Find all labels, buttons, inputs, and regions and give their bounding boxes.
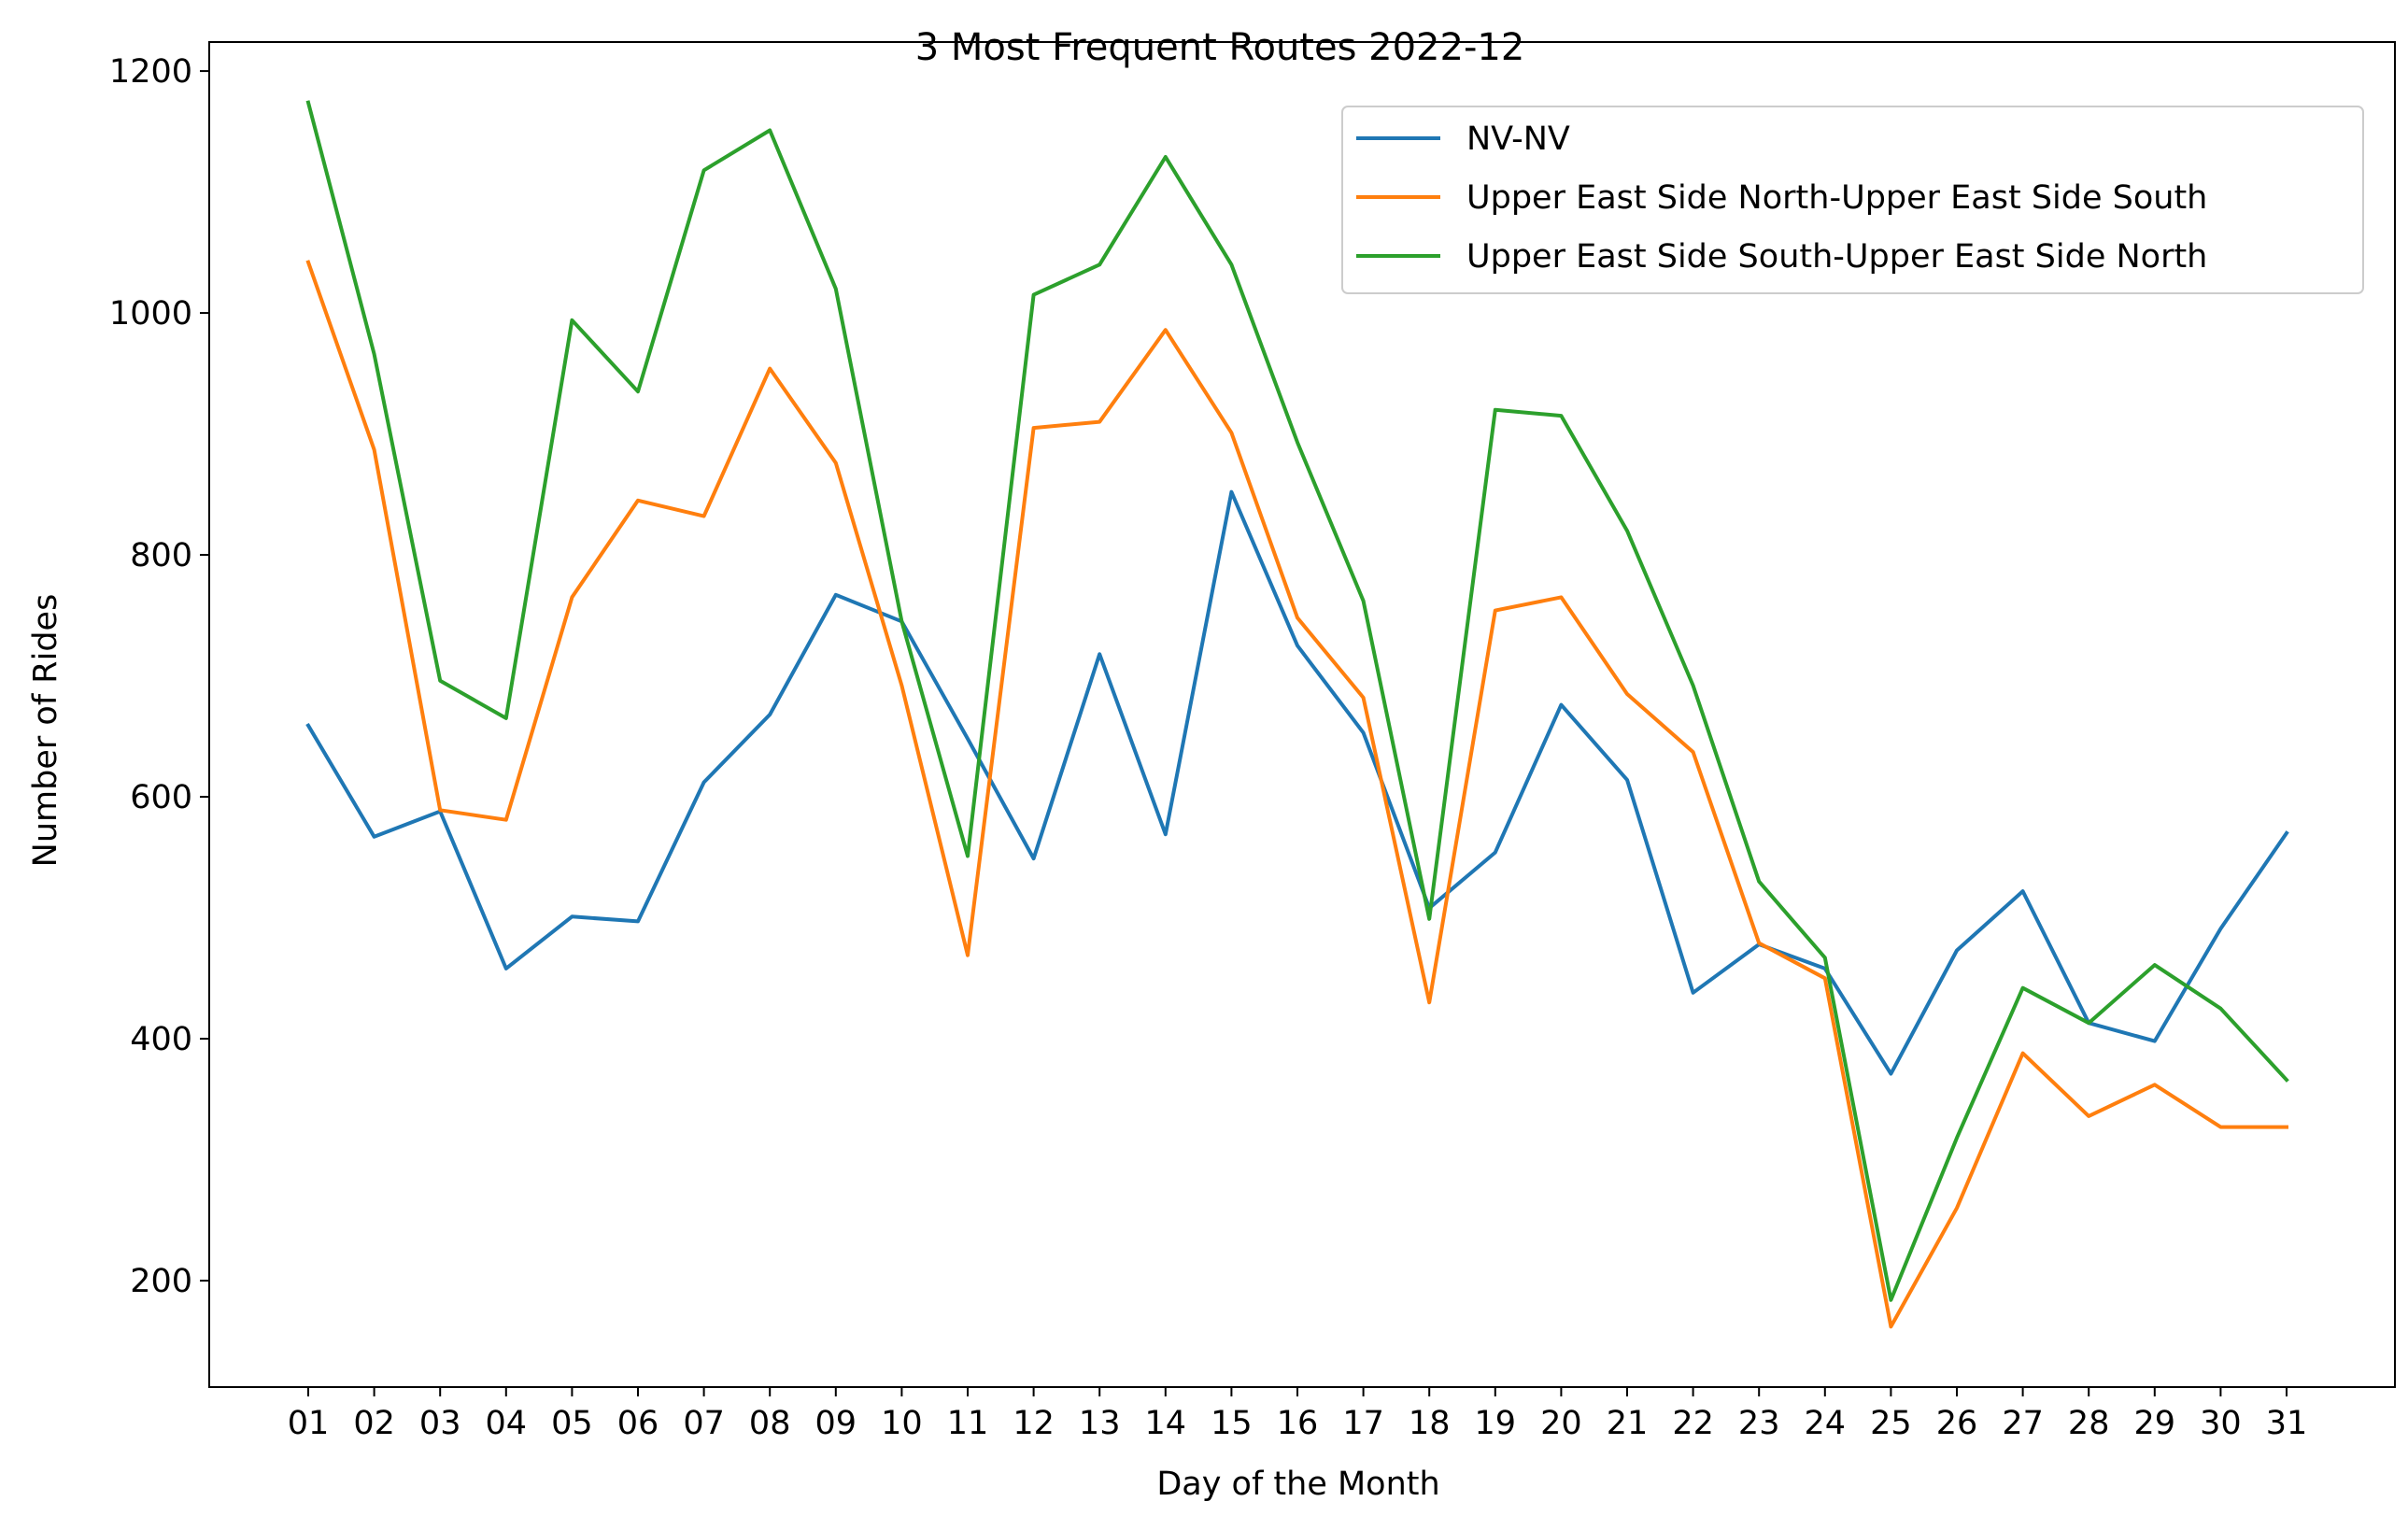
x-tick-label: 02 <box>353 1405 395 1442</box>
x-tick-label: 14 <box>1145 1405 1187 1442</box>
x-tick-label: 27 <box>2002 1405 2044 1442</box>
x-tick-label: 21 <box>1607 1405 1649 1442</box>
x-tick-label: 29 <box>2134 1405 2176 1442</box>
y-tick-label: 1200 <box>109 53 192 91</box>
x-tick-label: 18 <box>1409 1405 1451 1442</box>
y-tick-label: 400 <box>130 1021 192 1058</box>
x-tick-label: 28 <box>2068 1405 2110 1442</box>
plot-frame <box>208 41 2396 1388</box>
x-tick-label: 20 <box>1540 1405 1582 1442</box>
x-tick-label: 24 <box>1805 1405 1847 1442</box>
x-tick-label: 17 <box>1342 1405 1384 1442</box>
x-tick-label: 12 <box>1013 1405 1055 1442</box>
legend-label: Upper East Side North-Upper East Side So… <box>1466 179 2207 217</box>
x-tick-label: 31 <box>2266 1405 2308 1442</box>
x-tick-label: 03 <box>419 1405 461 1442</box>
x-tick-label: 05 <box>551 1405 593 1442</box>
chart-title: 3 Most Frequent Routes 2022-12 <box>915 26 1525 69</box>
x-tick-label: 25 <box>1870 1405 1912 1442</box>
x-tick-label: 06 <box>617 1405 659 1442</box>
x-tick-label: 11 <box>947 1405 989 1442</box>
legend-label: NV-NV <box>1466 120 1570 158</box>
legend-box <box>1341 106 2364 294</box>
series-lines <box>305 100 2289 1329</box>
legend: NV-NV Upper East Side North-Upper East Si… <box>1341 106 2364 294</box>
x-tick-label: 07 <box>683 1405 725 1442</box>
x-tick-label: 22 <box>1672 1405 1714 1442</box>
x-axis-label: Day of the Month <box>1156 1466 1439 1503</box>
x-tick-label: 23 <box>1738 1405 1780 1442</box>
x-axis-ticks: 01 02 03 04 05 06 07 08 09 10 11 12 13 14 15 16 17 18 19 20… <box>288 1387 2308 1442</box>
x-tick-label: 04 <box>486 1405 528 1442</box>
x-tick-label: 08 <box>749 1405 791 1442</box>
series-line-2 <box>305 260 2288 1329</box>
legend-label: Upper East Side South-Upper East Side No… <box>1466 238 2207 276</box>
x-tick-label: 16 <box>1277 1405 1319 1442</box>
series-line-1 <box>305 489 2289 1076</box>
x-tick-label: 19 <box>1475 1405 1517 1442</box>
x-tick-label: 01 <box>288 1405 330 1442</box>
x-tick-label: 30 <box>2200 1405 2242 1442</box>
y-tick-label: 600 <box>130 779 192 816</box>
y-tick-label: 1000 <box>109 295 192 333</box>
x-tick-label: 15 <box>1211 1405 1253 1442</box>
x-tick-label: 09 <box>815 1405 857 1442</box>
y-axis-label: Number of Rides <box>27 594 64 868</box>
y-axis-ticks: 200 400 600 800 1000 1200 <box>109 53 209 1300</box>
x-tick-label: 13 <box>1079 1405 1121 1442</box>
x-tick-label: 10 <box>881 1405 923 1442</box>
x-tick-label: 26 <box>1936 1405 1978 1442</box>
y-tick-label: 200 <box>130 1263 192 1300</box>
y-tick-label: 800 <box>130 537 192 574</box>
